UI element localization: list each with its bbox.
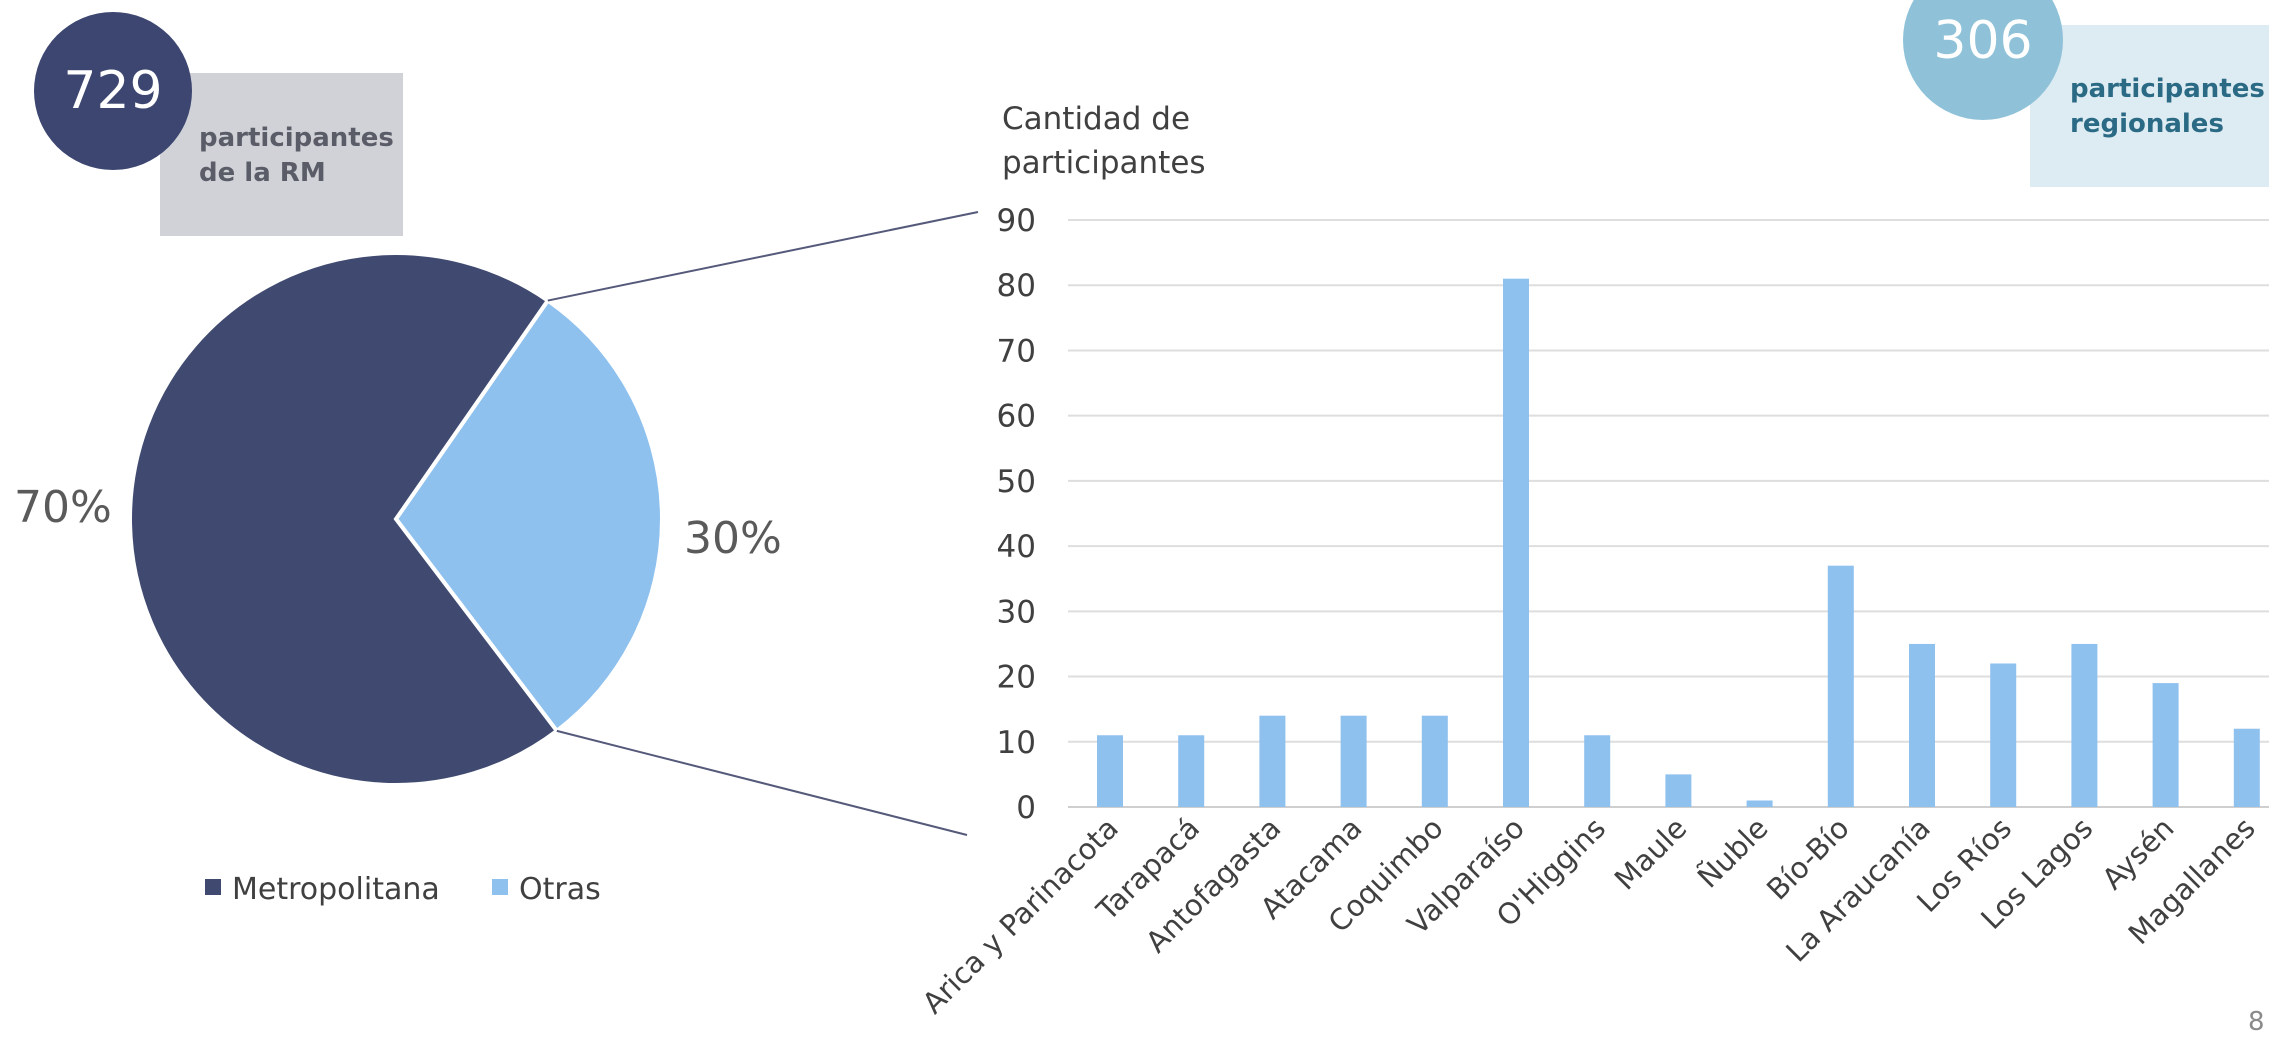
page-number: 8 (2248, 1007, 2265, 1037)
bar-ylabel-line1: Cantidad de (1002, 101, 1190, 137)
pie-data-label-metropolitana: 70% (14, 482, 112, 533)
bar-o-higgins (1584, 735, 1611, 807)
bar-marks (1097, 278, 2260, 807)
connector-line-top (547, 211, 979, 302)
bar-magallanes (2233, 728, 2260, 807)
y-tick-label-20: 20 (997, 660, 1036, 696)
x-tick-label-maule: Maule (1608, 811, 1694, 897)
rm-label-box (160, 73, 403, 236)
bar-atacama (1340, 715, 1367, 807)
bar-y-ticks: 0 10 20 30 40 50 60 70 80 90 (997, 203, 1036, 826)
bar-arica-y-parinacota (1097, 735, 1123, 807)
regional-count-number: 306 (1933, 11, 2032, 71)
bar-coquimbo (1421, 715, 1448, 807)
x-tick-label-la-araucania: La Araucanía (1779, 811, 1937, 969)
y-tick-label-50: 50 (997, 464, 1036, 500)
bar-maule (1665, 774, 1692, 807)
rm-label-line1: participantes (199, 123, 394, 153)
bar-x-ticks: Arica y ParinacotaTarapacáAntofagastaAta… (916, 811, 2262, 1020)
bar-los-rios (1990, 663, 2017, 807)
y-tick-label-0: 0 (1016, 790, 1036, 826)
regional-label-box (2030, 25, 2269, 187)
regional-count-circle (1903, 0, 2063, 120)
bar-ylabel-line2: participantes (1002, 145, 1206, 181)
x-tick-label-arica-y-parinacota: Arica y Parinacota (916, 811, 1125, 1020)
bar-tarapaca (1178, 735, 1205, 807)
legend-swatch-otras (492, 879, 508, 895)
y-tick-label-40: 40 (997, 529, 1036, 565)
connector-line-bottom (556, 729, 968, 836)
pie-data-label-otras: 30% (684, 513, 782, 564)
regional-label-line1: participantes (2070, 74, 2265, 104)
y-tick-label-70: 70 (997, 333, 1036, 369)
y-tick-label-30: 30 (997, 594, 1036, 630)
bar-la-araucania (1909, 643, 1935, 807)
rm-count-circle (34, 12, 192, 170)
bar-antofagasta (1259, 715, 1286, 807)
regional-label-line2: regionales (2070, 109, 2224, 139)
bar-los-lagos (2071, 643, 2098, 807)
bar-nuble (1746, 800, 1773, 807)
pie-slice-otras (393, 297, 664, 734)
y-tick-label-80: 80 (997, 268, 1036, 304)
rm-label-line2: de la RM (199, 158, 326, 188)
pie-slice-metropolitana (128, 251, 560, 787)
legend-swatch-metropolitana (205, 879, 221, 895)
rm-count-number: 729 (63, 61, 162, 121)
bar-aysen (2152, 683, 2179, 807)
y-tick-label-60: 60 (997, 399, 1036, 435)
bar-gridlines (1068, 219, 2269, 808)
bar-valparaiso (1503, 278, 1529, 807)
y-tick-label-90: 90 (997, 203, 1036, 239)
bar-bio-bio (1827, 565, 1854, 807)
y-tick-label-10: 10 (997, 725, 1036, 761)
legend-label-otras: Otras (519, 872, 601, 907)
pie-chart (128, 251, 664, 787)
legend-label-metropolitana: Metropolitana (232, 872, 440, 907)
